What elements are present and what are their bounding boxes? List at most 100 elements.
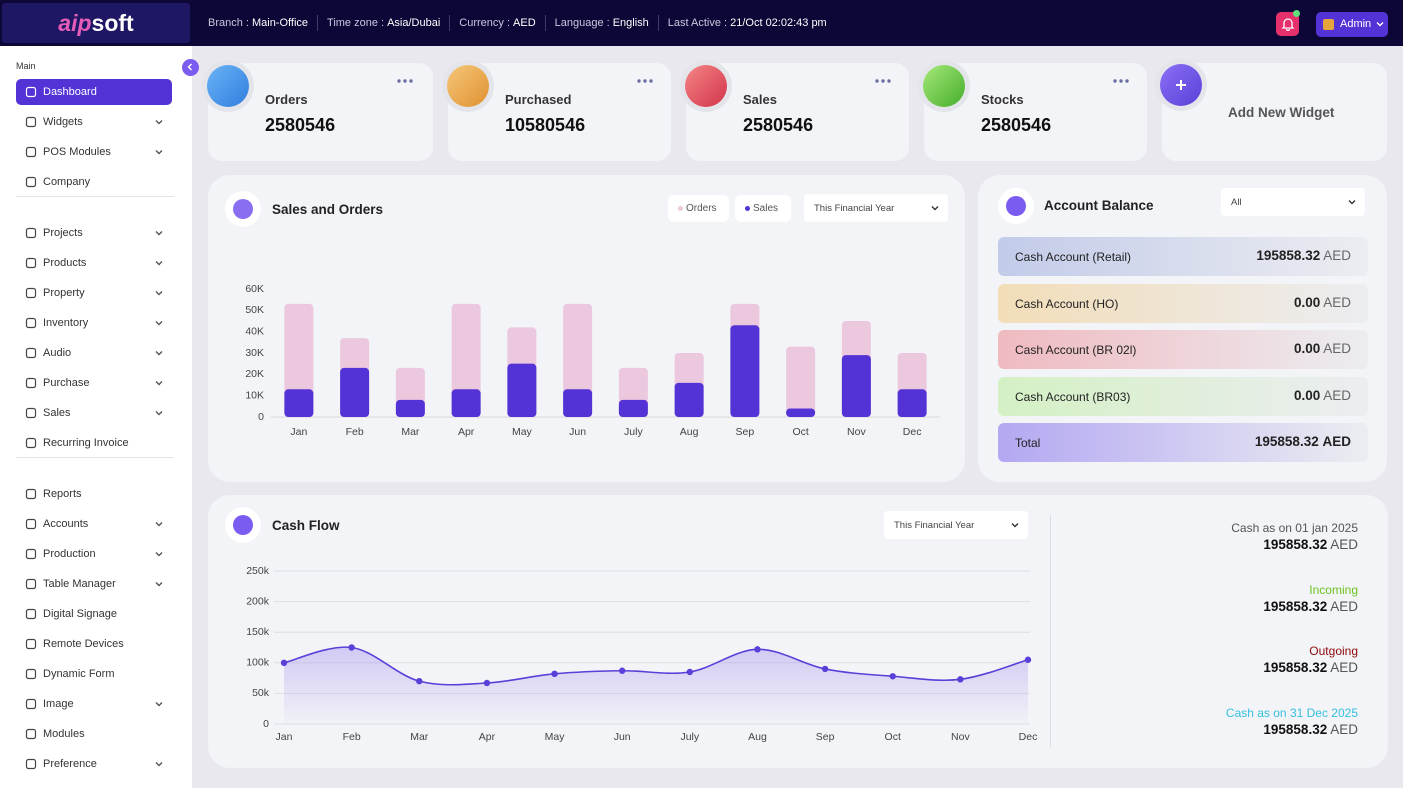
nav-item[interactable]: Inventory — [16, 310, 172, 336]
avatar — [1323, 19, 1334, 30]
nav-item[interactable]: Preference — [16, 751, 172, 777]
nav-label: Widgets — [43, 116, 83, 128]
widget-value: 2580546 — [743, 115, 814, 135]
more-button — [397, 79, 413, 83]
dropdown[interactable]: This Financial Year — [804, 194, 948, 222]
dropdown[interactable]: This Financial Year — [884, 511, 1028, 539]
dot — [643, 79, 647, 83]
nav-item[interactable]: Accounts — [16, 511, 172, 537]
nav-label: Table Manager — [43, 578, 116, 590]
bar — [897, 389, 927, 417]
dropdown[interactable]: All — [1221, 188, 1365, 216]
bar — [284, 389, 314, 417]
bar — [563, 303, 593, 417]
divider — [16, 457, 174, 458]
nav-item[interactable]: POS Modules — [16, 139, 172, 165]
legend-item[interactable]: Orders — [668, 195, 729, 222]
icon-shape — [25, 176, 37, 188]
nav-label: Projects — [43, 227, 83, 239]
status-dot — [1293, 10, 1300, 17]
account-amount: 0.00 AED — [1294, 388, 1351, 403]
nav-item[interactable]: Purchase — [16, 370, 172, 396]
dot — [1125, 79, 1129, 83]
amount: 195858.32 — [1263, 598, 1328, 614]
nav-item[interactable]: Remote Devices — [16, 631, 172, 657]
icon-shape — [25, 548, 37, 560]
y-tick-label: 20K — [245, 368, 264, 380]
point — [821, 665, 829, 673]
user-menu[interactable]: Admin — [1316, 12, 1388, 37]
nav-item[interactable]: Table Manager — [16, 571, 172, 597]
chevron-icon — [1376, 22, 1384, 27]
chevron — [155, 231, 163, 236]
dot — [649, 79, 653, 83]
bar-chart: 0 10K 20K 30K 40K 50K 60K Jan Feb Mar Apr May Jun Jul… — [245, 283, 940, 438]
dot — [397, 79, 401, 83]
nav-item[interactable]: Dynamic Form — [16, 661, 172, 687]
chevron-icon — [931, 206, 939, 211]
chevron-icon — [155, 261, 163, 266]
nav-item[interactable]: Company — [16, 169, 172, 195]
nav-icon — [25, 347, 37, 359]
separator — [449, 15, 451, 31]
chevron — [1011, 523, 1019, 528]
collapse-button[interactable] — [182, 59, 199, 76]
amount: 195858.32 — [1256, 248, 1321, 263]
icon-shape — [25, 758, 37, 770]
nav-item[interactable]: Property — [16, 280, 172, 306]
nav-item[interactable]: Production — [16, 541, 172, 567]
add-widget-card: Add New Widget — [1155, 59, 1387, 161]
chevron-icon — [155, 231, 163, 236]
info-label: Currency : — [459, 17, 511, 29]
logo: aip soft — [2, 3, 190, 43]
amount: 195858.32 — [1254, 434, 1319, 449]
x-tick-label: Feb — [346, 426, 364, 438]
nav-item[interactable]: Dashboard — [16, 79, 172, 105]
chevron — [155, 120, 163, 125]
currency: AED — [1322, 434, 1351, 449]
chevron — [155, 381, 163, 386]
area — [284, 647, 1028, 724]
nav-icon — [25, 728, 37, 740]
add-widget-label: Add New Widget — [1228, 105, 1335, 120]
x-tick-label: Mar — [401, 426, 420, 438]
nav-item[interactable]: Recurring Invoice — [16, 430, 172, 456]
nav-label: Dynamic Form — [43, 668, 115, 680]
account-amount: 195858.32 AED — [1255, 434, 1351, 449]
widget-value: 10580546 — [505, 115, 586, 135]
y-tick-label: 50K — [245, 304, 264, 316]
chevron-icon — [155, 702, 163, 707]
nav-item[interactable]: Modules — [16, 721, 172, 747]
currency: AED — [1330, 721, 1358, 737]
sales-orders-card: Sales and Orders Orders Sales This Financia… — [208, 175, 965, 482]
x-tick-label: Sep — [816, 731, 835, 743]
nav-label: Purchase — [43, 377, 90, 389]
nav-item[interactable]: Projects — [16, 220, 172, 246]
nav-item[interactable]: Image — [16, 691, 172, 717]
y-tick-label: 0 — [263, 718, 269, 730]
widget-title: Purchased — [505, 92, 572, 107]
notification-button[interactable] — [1276, 12, 1299, 36]
summary-amount: 195858.32 AED — [1263, 660, 1358, 675]
chevron-icon — [155, 411, 163, 416]
x-tick-label: Nov — [847, 426, 866, 438]
nav-icon — [25, 146, 37, 158]
account-name: Total — [1015, 436, 1041, 450]
nav-item[interactable]: Products — [16, 250, 172, 276]
nav-item[interactable]: Sales — [16, 400, 172, 426]
point — [1024, 656, 1032, 663]
user-name: Admin — [1340, 18, 1372, 30]
bell-icon — [1281, 18, 1295, 31]
nav-item[interactable]: Widgets — [16, 109, 172, 135]
icon — [207, 65, 249, 107]
nav-item[interactable]: Digital Signage — [16, 601, 172, 627]
bell — [1281, 18, 1295, 31]
nav-icon — [25, 608, 37, 620]
legend-item[interactable]: Sales — [735, 195, 791, 222]
nav-item[interactable]: Audio — [16, 340, 172, 366]
legend-swatch — [678, 206, 683, 211]
nav-item[interactable]: Reports — [16, 481, 172, 507]
nav-icon — [25, 377, 37, 389]
summary-amount: 195858.32 AED — [1263, 722, 1358, 737]
widget-title: Sales — [743, 92, 777, 107]
